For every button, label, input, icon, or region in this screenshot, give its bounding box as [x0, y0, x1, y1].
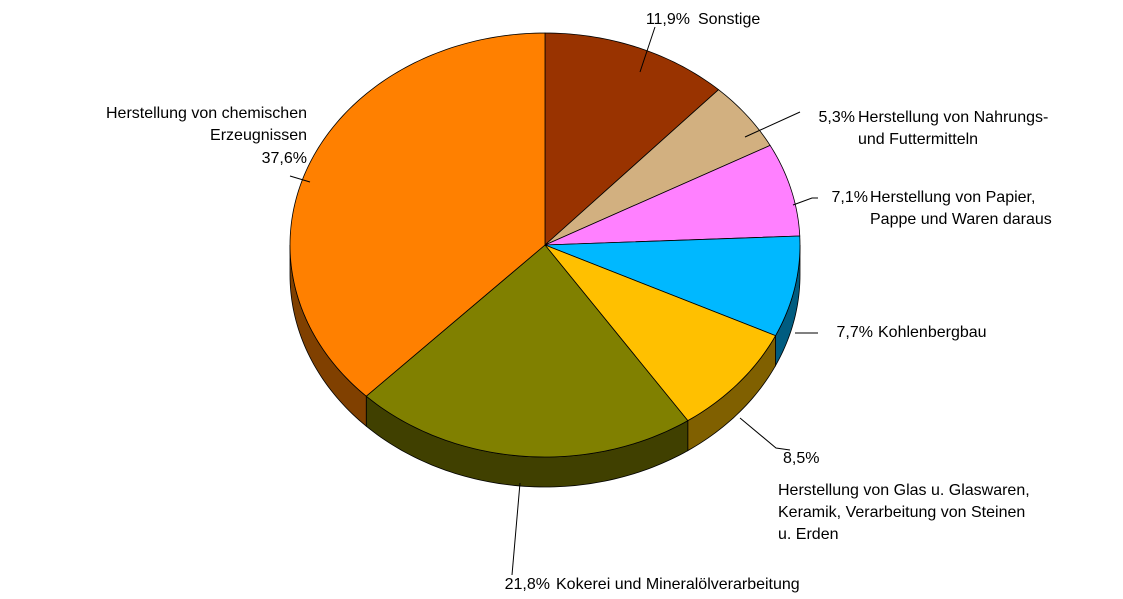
- leader-line: [289, 175, 311, 183]
- slice: [289, 32, 546, 397]
- slice: [544, 32, 720, 246]
- slice-label: Herstellung von Nahrungs- und Futtermitt…: [858, 109, 1049, 148]
- value-label: 7,7%: [836, 324, 873, 341]
- value-label: 8,5%: [783, 450, 820, 467]
- value-label: 37,6%: [261, 150, 307, 167]
- leader-line: [639, 26, 656, 73]
- slice-label: Herstellung von Glas u. Glaswaren, Keram…: [778, 482, 1030, 543]
- slice-label: Kohlenbergbau: [878, 324, 987, 341]
- slice-label: Herstellung von chemischen Erzeugnissen: [106, 105, 307, 144]
- slice: [544, 89, 771, 246]
- leader-line: [744, 111, 801, 138]
- slice-label: Sonstige: [698, 11, 761, 28]
- value-label: 11,9%: [645, 11, 690, 28]
- leader-line: [739, 417, 791, 451]
- slice: [544, 235, 801, 337]
- slice: [365, 244, 689, 458]
- leader-line: [511, 482, 521, 576]
- slice: [543, 244, 777, 422]
- value-label: 7,1%: [831, 189, 868, 206]
- slice: [544, 144, 801, 246]
- slice-label: Kokerei und Mineralölverarbeitung: [556, 576, 800, 593]
- value-label: 21,8%: [504, 576, 550, 593]
- value-label: 5,3%: [818, 109, 855, 126]
- slice-label: Herstellung von Papier, Pappe und Waren …: [870, 189, 1052, 228]
- leader-line: [792, 197, 818, 206]
